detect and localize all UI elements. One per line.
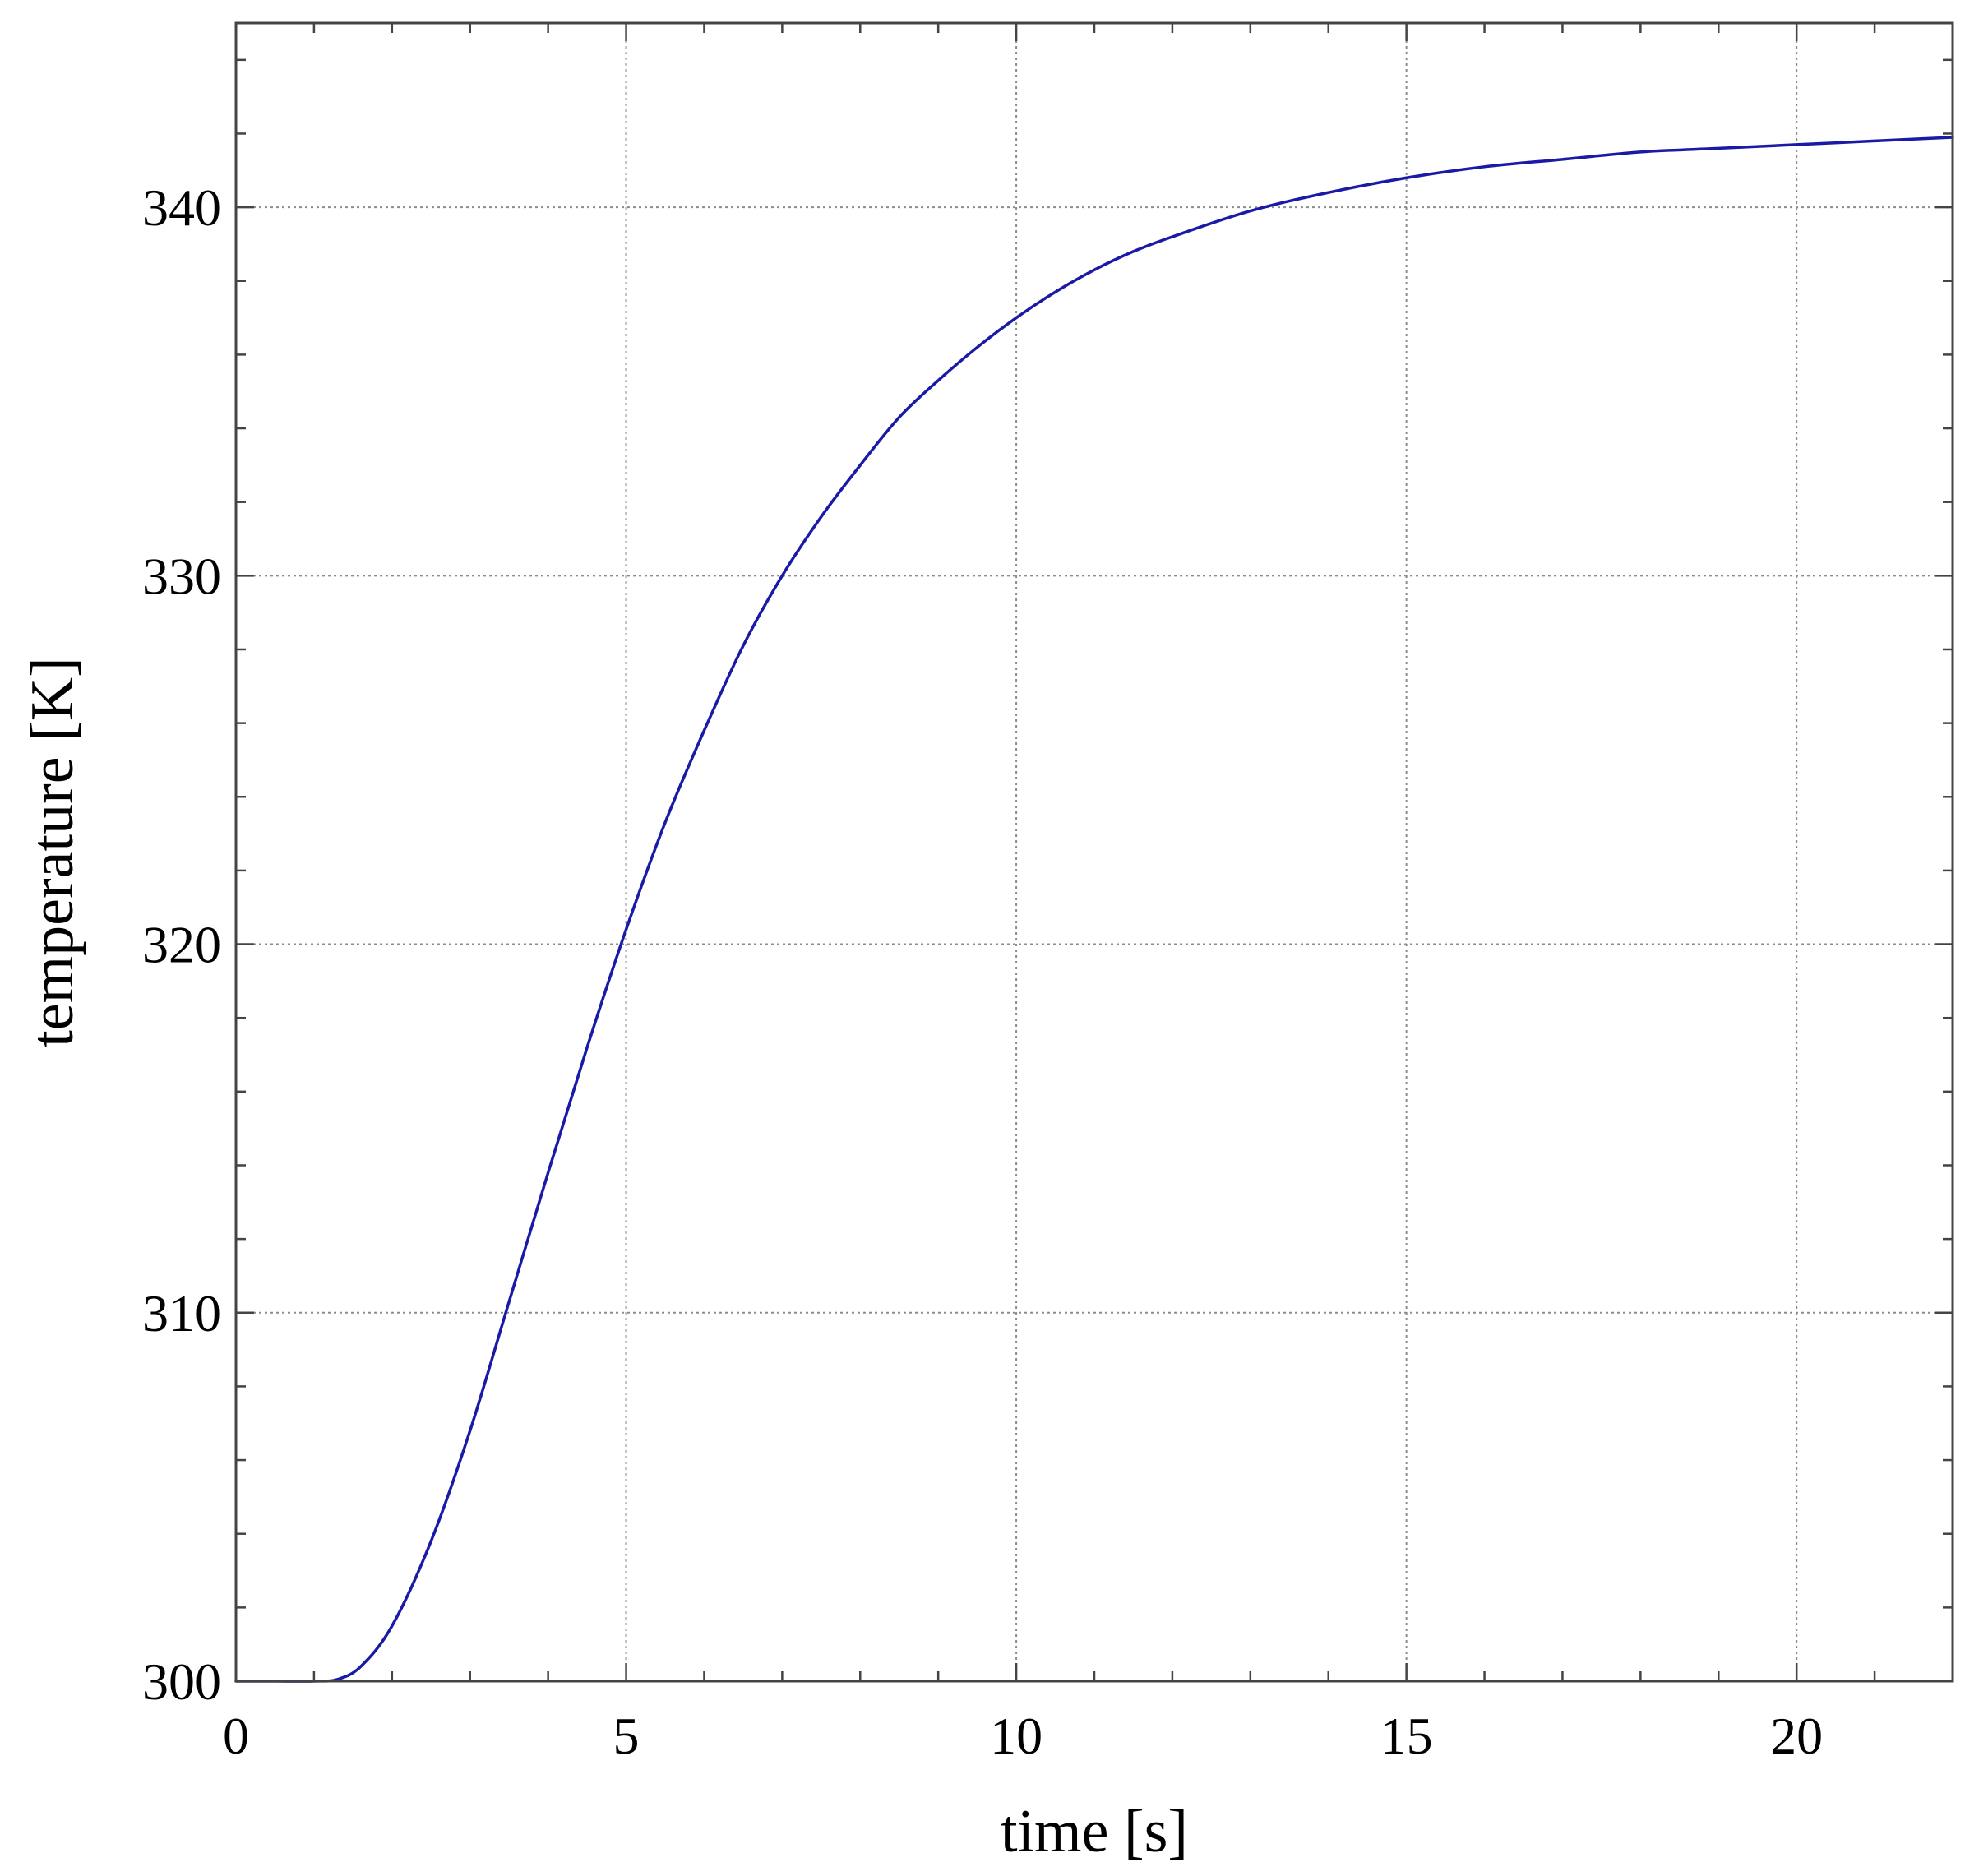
x-tick-labels: 0 5 10 15 20 xyxy=(223,1707,1823,1765)
minor-ticks xyxy=(236,23,1954,1681)
plot-frame xyxy=(234,21,1954,1683)
grid-lines xyxy=(236,23,1953,1681)
y-tick-label: 300 xyxy=(142,1652,221,1711)
temperature-series-line xyxy=(234,136,1954,1683)
y-axis-label: temperature [K] xyxy=(19,657,86,1047)
y-tick-labels: 300 310 320 330 340 xyxy=(142,178,221,1711)
x-tick-label: 10 xyxy=(990,1707,1043,1765)
y-tick-label: 320 xyxy=(142,916,221,974)
x-tick-label: 15 xyxy=(1380,1707,1433,1765)
y-tick-label: 330 xyxy=(142,547,221,605)
x-tick-label: 5 xyxy=(613,1707,640,1765)
y-tick-label: 310 xyxy=(142,1284,221,1342)
y-tick-label: 340 xyxy=(142,178,221,237)
x-tick-label: 0 xyxy=(223,1707,249,1765)
x-tick-label: 20 xyxy=(1770,1707,1823,1765)
x-axis-label: time [s] xyxy=(1001,1798,1188,1865)
